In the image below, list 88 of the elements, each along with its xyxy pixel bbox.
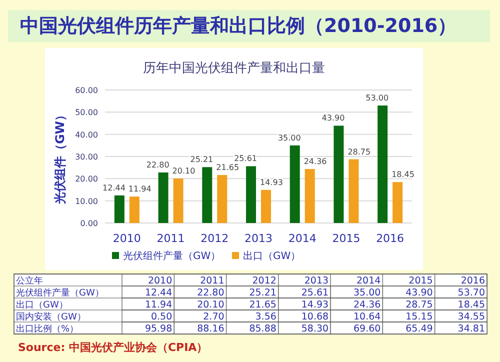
data-label: 35.00 (354, 288, 381, 298)
bar (261, 190, 271, 223)
data-label: 21.65 (216, 163, 240, 172)
x-tick-label: 2010 (112, 232, 141, 245)
data-label: 18.45 (458, 300, 485, 310)
data-label: 53.00 (366, 94, 389, 103)
data-label: 20.10 (197, 300, 224, 310)
data-label: 65.49 (406, 324, 433, 334)
x-tick-label: 2014 (288, 232, 316, 245)
data-label: 53.70 (458, 288, 485, 298)
legend-label: 光伏组件产量（GW） (123, 250, 221, 262)
bar (129, 196, 140, 223)
y-tick-label: 国内安装（GW） (16, 312, 86, 322)
legend-label: 出口（GW） (243, 250, 301, 262)
bar (202, 167, 212, 223)
x-axis-title: 公立年 (16, 276, 43, 286)
x-tick-label: 2016 (460, 276, 485, 286)
data-label: 24.36 (354, 300, 381, 310)
chart-subtitle: 历年中国光伏组件产量和出口量 (143, 61, 325, 76)
data-label: 10.64 (354, 312, 381, 322)
data-label: 0.50 (150, 312, 172, 322)
data-label: 28.75 (348, 147, 371, 156)
x-tick-label: 2015 (332, 232, 360, 245)
chart-title: 中国光伏组件历年产量和出口比例（2010-2016） (20, 15, 457, 37)
data-label: 20.10 (172, 166, 196, 176)
y-axis-title: 光伏组件（GW） (53, 108, 67, 206)
x-tick-label: 2013 (244, 232, 272, 245)
x-tick-label: 2010 (148, 276, 172, 286)
bar (392, 182, 403, 223)
data-label: 21.65 (249, 300, 276, 310)
data-label: 25.21 (190, 155, 214, 164)
source-note: Source: 中国光伏产业协会（CPIA） (18, 341, 208, 354)
data-label: 22.80 (146, 160, 170, 170)
data-label: 14.93 (260, 178, 283, 187)
y-tick-label: 0.00 (80, 219, 98, 228)
data-label: 14.93 (301, 300, 329, 310)
x-tick-label: 2011 (156, 232, 185, 245)
data-label: 34.81 (458, 324, 485, 334)
bar (114, 195, 124, 223)
data-label: 18.45 (392, 170, 414, 180)
y-tick-label: 光伏组件产量（GW） (16, 288, 104, 298)
data-label: 11.94 (128, 184, 152, 194)
x-tick-label: 2012 (200, 232, 229, 245)
data-label: 12.44 (144, 288, 172, 298)
data-label: 25.21 (249, 288, 276, 298)
x-tick-label: 2014 (356, 276, 381, 286)
data-label: 58.30 (301, 324, 329, 334)
bar (173, 178, 184, 223)
y-tick-label: 10.00 (75, 196, 98, 206)
y-tick-label: 20.00 (75, 174, 98, 184)
y-tick-label: 60.00 (75, 86, 98, 95)
x-tick-label: 2015 (408, 276, 433, 286)
bar (290, 145, 300, 223)
data-label: 43.90 (406, 288, 433, 298)
data-label: 11.94 (144, 300, 172, 310)
data-label: 69.60 (354, 324, 381, 334)
data-label: 85.88 (249, 324, 276, 334)
data-label: 43.90 (322, 114, 345, 123)
bar (304, 169, 315, 223)
y-tick-label: 30.00 (75, 152, 98, 162)
y-tick-label: 40.00 (75, 130, 98, 140)
x-tick-label: 2012 (252, 276, 276, 286)
bar (246, 166, 256, 223)
y-tick-label: 50.00 (75, 108, 98, 118)
data-label: 15.15 (406, 312, 433, 322)
data-label: 28.75 (406, 300, 433, 310)
data-label: 2.70 (203, 312, 224, 322)
bar (158, 172, 168, 223)
data-label: 88.16 (197, 324, 224, 334)
y-tick-label: 出口（GW） (16, 300, 68, 310)
data-label: 3.56 (255, 312, 276, 322)
data-label: 10.68 (301, 312, 329, 322)
bar (334, 126, 344, 223)
bar (217, 175, 228, 223)
data-label: 12.44 (102, 183, 126, 192)
data-label: 95.98 (144, 324, 172, 334)
data-label: 34.55 (458, 312, 485, 322)
data-label: 24.36 (304, 157, 327, 166)
x-tick-label: 2013 (304, 276, 329, 286)
data-label: 25.61 (234, 154, 257, 164)
x-tick-label: 2016 (376, 232, 404, 245)
data-label: 25.61 (301, 288, 329, 298)
bar (378, 106, 388, 223)
data-label: 35.00 (278, 133, 301, 142)
y-tick-label: 出口比例（%） (16, 324, 79, 334)
data-label: 22.80 (197, 288, 224, 298)
bar (348, 159, 359, 223)
x-tick-label: 2011 (200, 276, 224, 286)
